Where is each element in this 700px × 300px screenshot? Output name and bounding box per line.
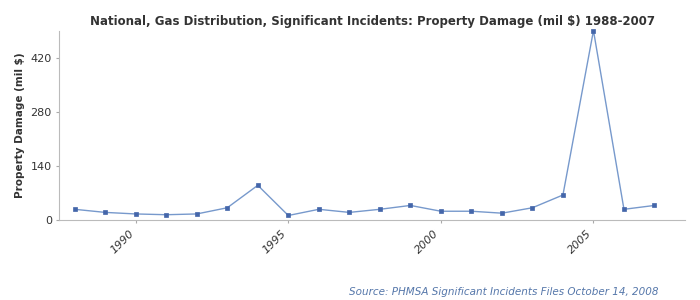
Y-axis label: Property Damage (mil $): Property Damage (mil $) bbox=[15, 52, 25, 198]
Title: National, Gas Distribution, Significant Incidents: Property Damage (mil $) 1988-: National, Gas Distribution, Significant … bbox=[90, 15, 655, 28]
Text: Source: PHMSA Significant Incidents Files October 14, 2008: Source: PHMSA Significant Incidents File… bbox=[349, 287, 659, 297]
